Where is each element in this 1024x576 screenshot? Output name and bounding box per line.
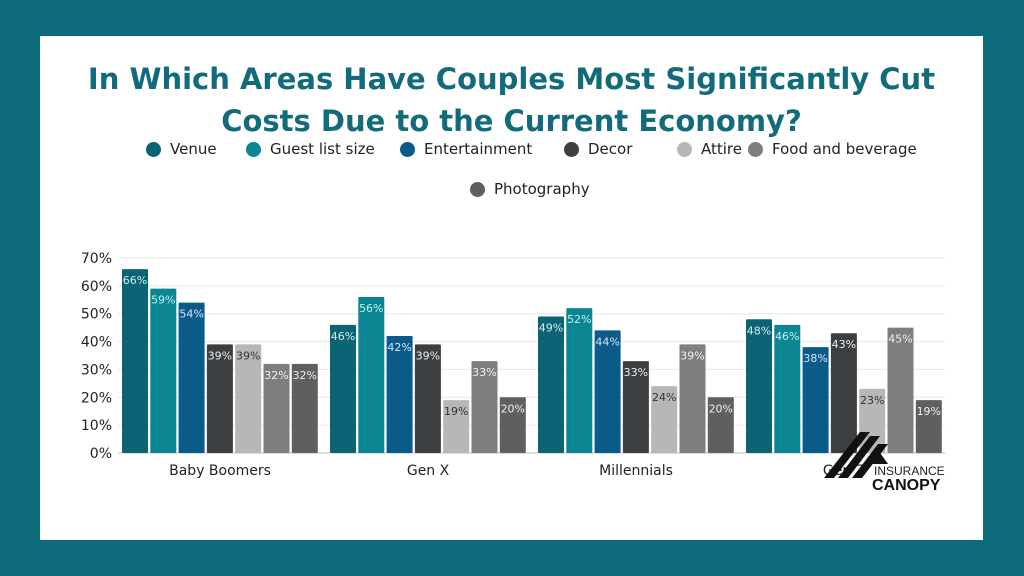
bar-entertainment xyxy=(594,330,621,453)
data-label: 43% xyxy=(832,338,856,351)
data-label: 56% xyxy=(359,302,383,315)
legend-label: Venue xyxy=(170,140,217,158)
y-tick-label: 20% xyxy=(81,390,112,406)
legend-label: Guest list size xyxy=(270,140,375,158)
bar-decor xyxy=(830,333,857,453)
x-category-label: Gen X xyxy=(407,463,450,479)
insurance-canopy-logo: INSURANCE CANOPY xyxy=(820,428,970,502)
bar-decor xyxy=(414,344,441,453)
data-label: 23% xyxy=(860,394,884,407)
data-label: 42% xyxy=(387,341,411,354)
data-label: 33% xyxy=(472,366,496,379)
bar-entertainment xyxy=(802,347,829,453)
data-label: 39% xyxy=(680,349,704,362)
title-line-1: In Which Areas Have Couples Most Signifi… xyxy=(87,62,936,96)
x-category-label: Baby Boomers xyxy=(169,463,271,479)
logo-stripes-icon: INSURANCE CANOPY xyxy=(824,432,945,494)
legend-dot-icon xyxy=(564,141,579,157)
bar-guest-list-size xyxy=(150,288,177,453)
bar-guest-list-size xyxy=(774,324,801,453)
title-line-2: Costs Due to the Current Economy? xyxy=(221,104,802,138)
legend-dot-icon xyxy=(470,181,485,197)
bar-venue xyxy=(122,269,148,453)
svg-text:CANOPY: CANOPY xyxy=(872,477,941,494)
bar-entertainment xyxy=(386,336,413,453)
bar-food-and-beverage xyxy=(887,327,914,453)
bar-venue xyxy=(330,324,356,453)
bar-attire xyxy=(651,386,678,453)
data-label: 46% xyxy=(331,330,355,343)
data-label: 24% xyxy=(652,391,676,404)
bar-food-and-beverage xyxy=(263,363,290,453)
y-tick-label: 30% xyxy=(81,362,112,378)
legend-item-attire: Attire xyxy=(677,140,742,158)
legend-item-entertainment: Entertainment xyxy=(400,140,532,158)
bar-food-and-beverage xyxy=(679,344,706,453)
data-label: 39% xyxy=(236,349,260,362)
legend-dot-icon xyxy=(677,141,692,157)
bar-attire xyxy=(443,400,470,453)
data-label: 59% xyxy=(151,294,175,307)
data-label: 46% xyxy=(775,330,799,343)
legend-item-decor: Decor xyxy=(564,140,632,158)
bar-venue xyxy=(538,316,564,453)
data-label: 19% xyxy=(444,405,468,418)
data-label: 44% xyxy=(595,335,619,348)
legend-label: Photography xyxy=(494,180,590,198)
data-label: 54% xyxy=(179,308,203,321)
x-category-label: Millennials xyxy=(599,463,673,479)
bar-photography xyxy=(291,363,318,453)
bar-photography xyxy=(707,397,734,453)
data-label: 39% xyxy=(416,349,440,362)
y-tick-label: 70% xyxy=(81,251,112,267)
legend-dot-icon xyxy=(748,141,763,157)
y-tick-label: 10% xyxy=(81,418,112,434)
data-label: 33% xyxy=(624,366,648,379)
data-label: 48% xyxy=(747,324,771,337)
legend-label: Decor xyxy=(588,140,633,158)
legend-dot-icon xyxy=(400,141,415,157)
legend-label: Attire xyxy=(701,140,742,158)
data-label: 38% xyxy=(803,352,827,365)
bar-decor xyxy=(206,344,233,453)
bar-guest-list-size xyxy=(358,297,385,453)
bar-food-and-beverage xyxy=(471,361,498,453)
legend-dot-icon xyxy=(146,141,161,157)
legend-label: Entertainment xyxy=(424,140,533,158)
bar-entertainment xyxy=(178,302,205,453)
y-tick-label: 0% xyxy=(90,446,112,462)
data-label: 45% xyxy=(888,333,912,346)
data-label: 19% xyxy=(917,405,941,418)
legend-item-venue: Venue xyxy=(146,140,217,158)
data-label: 66% xyxy=(123,274,147,287)
legend-item-food-and-beverage: Food and beverage xyxy=(748,140,917,158)
legend-label: Food and beverage xyxy=(772,140,917,158)
svg-text:INSURANCE: INSURANCE xyxy=(874,464,945,478)
chart-panel: In Which Areas Have Couples Most Signifi… xyxy=(40,36,983,540)
y-tick-label: 40% xyxy=(81,335,112,351)
bar-photography xyxy=(915,400,942,453)
y-tick-label: 50% xyxy=(81,307,112,323)
chart-title: In Which Areas Have Couples Most Signifi… xyxy=(40,58,983,142)
data-label: 49% xyxy=(539,322,563,335)
bar-photography xyxy=(499,397,526,453)
data-label: 52% xyxy=(567,313,591,326)
legend-item-photography: Photography xyxy=(470,180,590,198)
bar-guest-list-size xyxy=(566,308,593,453)
data-label: 20% xyxy=(501,402,525,415)
bar-attire xyxy=(235,344,262,453)
data-label: 32% xyxy=(293,369,317,382)
bar-decor xyxy=(622,361,649,453)
data-label: 32% xyxy=(264,369,288,382)
legend-dot-icon xyxy=(246,141,261,157)
y-tick-label: 60% xyxy=(81,279,112,295)
legend-item-guest-list-size: Guest list size xyxy=(246,140,375,158)
data-label: 39% xyxy=(208,349,232,362)
data-label: 20% xyxy=(709,402,733,415)
bar-venue xyxy=(746,319,772,453)
